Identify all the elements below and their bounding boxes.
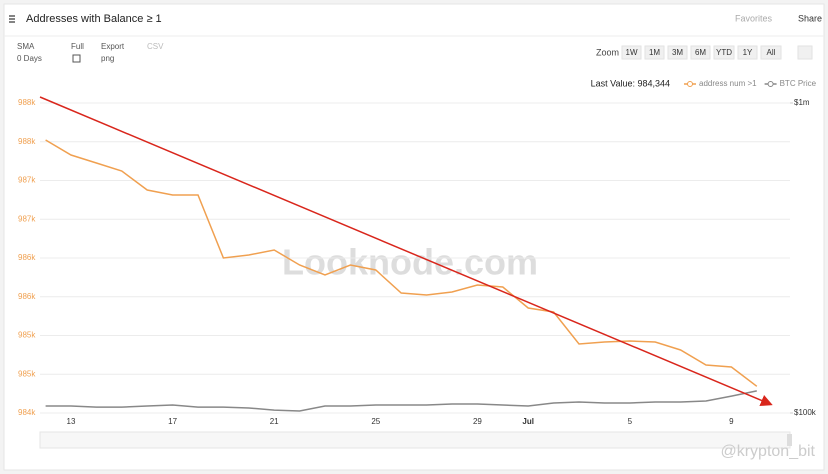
zoom-label: Zoom xyxy=(596,47,619,57)
x-tick-label: 29 xyxy=(473,417,482,426)
x-tick-label: 17 xyxy=(168,417,177,426)
sma-label: SMA xyxy=(17,42,35,51)
y-tick-label: 987k xyxy=(18,176,36,185)
zoom-button-label: 3M xyxy=(672,48,683,57)
x-tick-label: 21 xyxy=(270,417,279,426)
full-icon[interactable] xyxy=(72,54,81,63)
zoom-button-label: YTD xyxy=(716,48,732,57)
legend-marker xyxy=(767,81,774,87)
csv-label[interactable]: CSV xyxy=(147,42,164,51)
legend-label: address num >1 xyxy=(699,79,757,88)
zoom-button[interactable] xyxy=(667,45,688,60)
legend: address num >1 BTC Price xyxy=(684,79,817,88)
zoom-button-label: 1Y xyxy=(743,48,753,57)
y-tick-label: 986k xyxy=(18,292,36,301)
y-tick-label: 988k xyxy=(18,98,36,107)
watermark: Looknode.com xyxy=(282,242,538,283)
full-label: Full xyxy=(71,42,84,51)
plot: 988k 988k 987k 987k 986k 986k 985k 985k 984k $1m $… xyxy=(18,98,817,426)
menu-icon[interactable] xyxy=(9,15,15,23)
legend-marker xyxy=(687,81,693,87)
legend-label: BTC Price xyxy=(780,79,817,88)
x-tick-label: 5 xyxy=(628,417,633,426)
x-tick-label: 13 xyxy=(67,417,76,426)
zoom-button[interactable] xyxy=(713,45,735,60)
favorites[interactable]: Favorites xyxy=(735,13,773,23)
zoom-button-label: All xyxy=(767,48,776,57)
y-tick-label: 987k xyxy=(18,214,36,223)
sma-select[interactable]: 0 Days xyxy=(17,54,42,63)
calendar-button[interactable] xyxy=(797,45,813,60)
export-label: Export xyxy=(101,42,125,51)
y-tick-label: 985k xyxy=(18,331,36,340)
title: Addresses with Balance ≥ 1 xyxy=(26,13,162,25)
series-line xyxy=(45,139,758,387)
navigator[interactable] xyxy=(39,431,791,449)
zoom-button-label: 6M xyxy=(695,48,706,57)
y-tick-label: 985k xyxy=(18,369,36,378)
y2-tick-label: $100k xyxy=(794,408,817,417)
x-tick-label: 25 xyxy=(371,417,380,426)
export-select[interactable]: png xyxy=(101,54,114,63)
zoom-buttons: 1W 1M 3M 6M YTD 1Y All xyxy=(621,45,782,60)
trend-arrow xyxy=(39,96,773,407)
zoom-button[interactable] xyxy=(760,45,782,60)
navigator-handle[interactable] xyxy=(787,434,792,446)
panel xyxy=(3,3,825,471)
x-tick-label: 9 xyxy=(729,417,734,426)
zoom-button[interactable] xyxy=(644,45,665,60)
zoom-button[interactable] xyxy=(737,45,758,60)
zoom-button-label: 1W xyxy=(626,48,638,57)
y-tick-label: 988k xyxy=(18,137,36,146)
zoom-button[interactable] xyxy=(621,45,642,60)
share[interactable]: Share xyxy=(798,13,822,23)
y-tick-label: 984k xyxy=(18,408,36,417)
series-line xyxy=(45,390,757,412)
y-tick-label: 986k xyxy=(18,253,36,262)
y2-tick-label: $1m xyxy=(794,98,810,107)
watermark-user: @krypton_bit xyxy=(720,443,815,460)
zoom-button[interactable] xyxy=(690,45,711,60)
zoom-button-label: 1M xyxy=(649,48,660,57)
x-tick-label: Jul xyxy=(522,417,534,426)
last-value: Last Value: 984,344 xyxy=(591,78,670,88)
